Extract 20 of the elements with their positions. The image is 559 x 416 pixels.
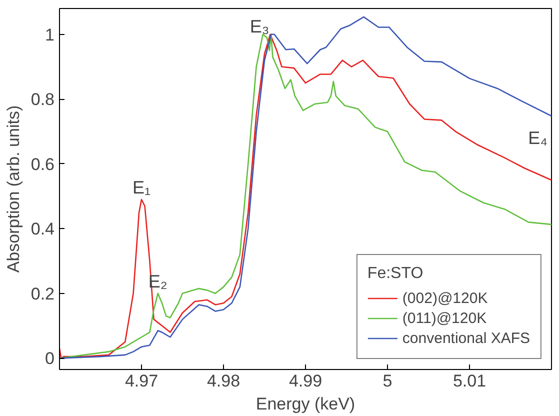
annotation: E₄: [528, 128, 548, 148]
x-tick-label: 4.97: [124, 372, 158, 390]
y-tick-label: 0.8: [30, 90, 55, 110]
y-axis-title: Absorption (arb. units): [4, 105, 23, 273]
x-tick-label: 5: [382, 372, 392, 390]
y-tick-label: 0.4: [30, 220, 55, 239]
x-axis-title: Energy (keV): [256, 394, 356, 414]
y-tick-label: 0.6: [30, 154, 55, 174]
x-tick-label: 4.98: [206, 372, 240, 390]
legend-label: (011)@120K: [402, 310, 487, 326]
y-tick-label: 1: [45, 25, 55, 44]
legend-label: (002)@120K: [402, 290, 488, 306]
annotation: E₃: [250, 16, 270, 36]
y-tick-label: 0.2: [30, 284, 55, 304]
legend-label: conventional XAFS: [402, 330, 530, 346]
y-tick-label: 0: [45, 349, 55, 368]
annotation: E₁: [132, 178, 151, 198]
x-tick-label: 5.01: [452, 372, 486, 390]
legend-title: Fe:STO: [367, 265, 424, 283]
x-tick-label: 4.99: [288, 372, 322, 390]
